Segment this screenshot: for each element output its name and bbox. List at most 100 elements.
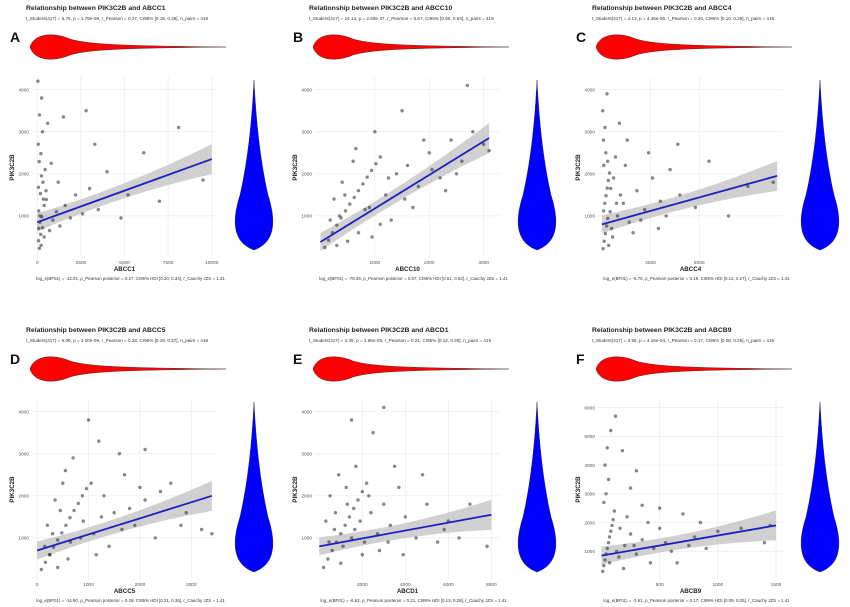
y-tick-label: 1000 bbox=[301, 214, 312, 220]
data-point bbox=[625, 138, 629, 142]
data-point bbox=[73, 193, 78, 197]
data-point bbox=[127, 506, 132, 511]
data-point bbox=[604, 224, 609, 228]
data-point bbox=[356, 498, 360, 502]
data-point bbox=[343, 193, 347, 197]
data-point bbox=[94, 553, 98, 557]
data-point bbox=[36, 142, 40, 146]
data-point bbox=[45, 523, 50, 527]
data-point bbox=[386, 540, 390, 544]
data-point bbox=[604, 492, 608, 496]
data-point bbox=[51, 218, 55, 222]
data-point bbox=[389, 218, 393, 222]
data-point bbox=[405, 163, 410, 168]
data-point bbox=[36, 239, 41, 243]
data-point bbox=[41, 197, 45, 201]
y-tick-label: 3000 bbox=[301, 452, 312, 458]
regression-line bbox=[601, 175, 778, 226]
y-tick-label: 4000 bbox=[18, 409, 29, 415]
data-point bbox=[348, 202, 352, 206]
data-point bbox=[39, 151, 43, 156]
data-point bbox=[640, 503, 644, 507]
x-tick-label: 2000 bbox=[135, 582, 146, 588]
x-tick-label: 1000 bbox=[713, 582, 724, 588]
panel-a: Relationship between PIK3C2B and ABCC1 t_… bbox=[9, 5, 274, 281]
data-point bbox=[43, 167, 47, 172]
data-point bbox=[628, 486, 633, 490]
data-point bbox=[66, 557, 70, 561]
data-point bbox=[643, 207, 647, 212]
x-tick-label: 1000 bbox=[370, 260, 381, 266]
x-tick-label: 2500 bbox=[645, 260, 656, 266]
scatter-points bbox=[323, 83, 491, 250]
data-point bbox=[625, 515, 629, 519]
data-point bbox=[609, 186, 613, 191]
panel-title: Relationship between PIK3C2B and ABCC1 bbox=[26, 5, 166, 12]
data-point bbox=[605, 92, 609, 96]
panel-e: Relationship between PIK3C2B and ABCD1 t_… bbox=[292, 327, 557, 603]
data-point bbox=[414, 536, 418, 540]
data-point bbox=[112, 511, 116, 515]
y-axis-label: PIK3C2B bbox=[9, 154, 16, 181]
panel-subtitle: t_Student(417) = 14.13, p = 2.68e-37, r_… bbox=[309, 16, 494, 21]
data-point bbox=[601, 209, 606, 213]
data-point bbox=[632, 543, 636, 548]
data-point bbox=[343, 209, 348, 213]
data-point bbox=[347, 515, 352, 519]
x-tick-label: 3000 bbox=[478, 260, 489, 266]
top-violin bbox=[595, 34, 793, 60]
data-point bbox=[377, 548, 382, 553]
x-tick-label: 1000 bbox=[83, 582, 94, 588]
data-point bbox=[608, 210, 612, 214]
data-point bbox=[676, 142, 680, 146]
data-point bbox=[378, 155, 382, 159]
data-point bbox=[617, 555, 621, 559]
data-point bbox=[344, 485, 348, 490]
x-tick-label: 6000 bbox=[443, 582, 454, 588]
data-point bbox=[400, 109, 404, 113]
data-point bbox=[326, 238, 331, 242]
data-point bbox=[38, 214, 42, 218]
y-tick-label: 2000 bbox=[301, 494, 312, 500]
data-point bbox=[367, 494, 371, 498]
data-point bbox=[618, 193, 623, 197]
x-tick-label: 2000 bbox=[424, 260, 435, 266]
panel-letter: B bbox=[293, 29, 303, 45]
data-point bbox=[42, 235, 46, 239]
data-point bbox=[84, 109, 88, 113]
data-point bbox=[333, 511, 338, 515]
data-point bbox=[746, 184, 750, 189]
data-point bbox=[87, 186, 92, 191]
data-point bbox=[392, 464, 397, 468]
data-point bbox=[56, 538, 60, 542]
data-point bbox=[56, 180, 60, 184]
data-point bbox=[36, 79, 40, 83]
x-axis-label: ABCC10 bbox=[395, 266, 420, 273]
confidence-band bbox=[319, 499, 492, 556]
data-point bbox=[119, 216, 123, 220]
data-point bbox=[352, 195, 356, 200]
right-violin bbox=[517, 401, 557, 573]
confidence-band bbox=[601, 510, 777, 565]
panel-title: Relationship between PIK3C2B and ABCC5 bbox=[26, 327, 166, 334]
confidence-band bbox=[320, 123, 490, 252]
y-tick-label: 4000 bbox=[18, 87, 29, 93]
regression-line bbox=[319, 513, 492, 548]
data-point bbox=[603, 558, 607, 562]
y-tick-label: 2000 bbox=[584, 520, 595, 526]
data-point bbox=[401, 553, 405, 557]
bayes-caption: log_e(BF01) = -13.01, ρ_Pearson posterio… bbox=[36, 276, 225, 281]
data-point bbox=[460, 159, 464, 163]
y-tick-label: 4000 bbox=[584, 463, 595, 469]
data-point bbox=[38, 191, 43, 196]
data-point bbox=[337, 473, 341, 477]
panel-letter: C bbox=[576, 29, 586, 45]
data-point bbox=[609, 529, 613, 533]
data-point bbox=[704, 546, 708, 551]
regression-line bbox=[36, 158, 213, 224]
data-point bbox=[36, 185, 41, 189]
data-point bbox=[438, 176, 442, 180]
x-axis-label: ABCC5 bbox=[114, 588, 136, 595]
data-point bbox=[374, 162, 378, 166]
